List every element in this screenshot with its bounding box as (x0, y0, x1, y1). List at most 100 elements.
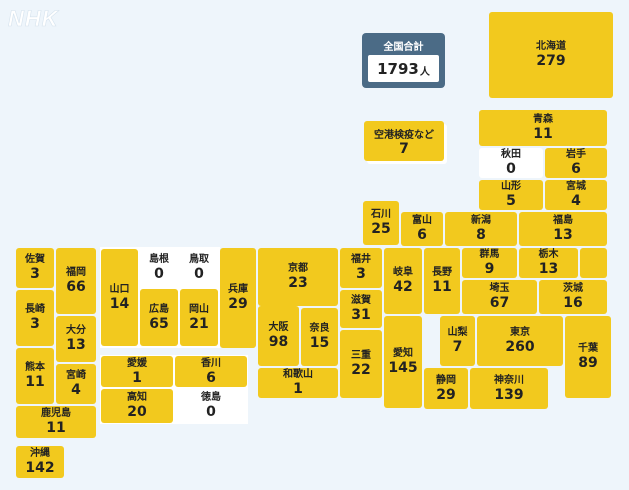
pref-kanagawa[interactable]: 神奈川 139 (470, 368, 548, 409)
pref-shiga[interactable]: 滋賀 31 (340, 290, 382, 328)
pref-count: 1 (293, 381, 303, 397)
pref-name: 山梨 (447, 327, 468, 338)
pref-iwate[interactable]: 岩手 6 (545, 148, 607, 178)
pref-osaka[interactable]: 大阪 98 (258, 306, 299, 366)
pref-name: 茨城 (563, 283, 583, 294)
pref-fukui[interactable]: 福井 3 (340, 248, 382, 288)
pref-tokushima[interactable]: 徳島 0 (175, 389, 247, 423)
pref-count: 31 (351, 307, 371, 323)
pref-niigata[interactable]: 新潟 8 (445, 212, 517, 246)
pref-count: 6 (206, 369, 216, 386)
pref-count: 25 (371, 221, 391, 237)
pref-okayama[interactable]: 岡山 21 (180, 289, 218, 346)
pref-gunma[interactable]: 群馬 9 (462, 248, 517, 278)
pref-oita[interactable]: 大分 13 (56, 316, 96, 362)
pref-count: 145 (388, 360, 418, 376)
pref-name: 福島 (553, 215, 573, 226)
pref-gifu[interactable]: 岐阜 42 (384, 248, 422, 314)
pref-name: 静岡 (436, 374, 456, 386)
pref-kochi[interactable]: 高知 20 (101, 389, 173, 423)
national-total-unit: 人 (419, 67, 430, 78)
pref-name: 山形 (501, 181, 521, 192)
pref-nagano[interactable]: 長野 11 (424, 248, 460, 314)
pref-count: 9 (484, 261, 495, 277)
pref-name: 佐賀 (25, 254, 45, 265)
pref-count: 29 (436, 386, 456, 403)
pref-shizuoka[interactable]: 静岡 29 (424, 368, 468, 409)
pref-ehime[interactable]: 愛媛 1 (101, 356, 173, 387)
pref-yamanashi[interactable]: 山梨 7 (440, 316, 475, 366)
pref-saga[interactable]: 佐賀 3 (16, 248, 54, 288)
pref-name: 沖縄 (30, 448, 50, 459)
pref-ibaraki-upper[interactable] (580, 248, 607, 278)
pref-okinawa[interactable]: 沖縄 142 (16, 446, 64, 478)
pref-akita[interactable]: 秋田 0 (479, 148, 543, 178)
airport-quarantine-box[interactable]: 空港検疫など 7 (364, 121, 444, 161)
pref-toyama[interactable]: 富山 6 (401, 212, 443, 246)
pref-count: 1 (132, 369, 142, 386)
pref-aomori[interactable]: 青森 11 (479, 110, 607, 146)
pref-hiroshima[interactable]: 広島 65 (140, 289, 178, 346)
pref-count: 5 (506, 193, 516, 209)
pref-count: 6 (417, 227, 427, 243)
pref-aichi[interactable]: 愛知 145 (384, 316, 422, 408)
pref-nara[interactable]: 奈良 15 (301, 308, 338, 366)
pref-tokyo[interactable]: 東京 260 (477, 316, 563, 366)
pref-count: 11 (432, 279, 452, 295)
pref-name: 栃木 (538, 249, 559, 260)
nhk-logo-text: NHK (8, 6, 60, 31)
pref-kumamoto[interactable]: 熊本 11 (16, 348, 54, 404)
pref-name: 愛媛 (127, 357, 147, 369)
pref-count: 139 (494, 386, 524, 403)
pref-chiba[interactable]: 千葉 89 (565, 316, 611, 398)
pref-count: 0 (206, 404, 216, 420)
pref-count: 0 (154, 266, 164, 282)
pref-shimane[interactable]: 島根 0 (140, 249, 178, 287)
pref-yamaguchi[interactable]: 山口 14 (101, 249, 138, 346)
pref-count: 98 (268, 334, 289, 350)
pref-hyogo[interactable]: 兵庫 29 (220, 248, 256, 348)
national-total-label: 全国合計 (383, 42, 424, 53)
pref-count: 23 (288, 275, 308, 291)
pref-name: 山口 (109, 283, 130, 295)
pref-name: 北海道 (536, 41, 566, 52)
pref-name: 福井 (351, 254, 371, 265)
pref-mie[interactable]: 三重 22 (340, 330, 382, 398)
pref-wakayama[interactable]: 和歌山 1 (258, 368, 338, 398)
pref-tochigi[interactable]: 栃木 13 (519, 248, 578, 278)
pref-count: 13 (538, 261, 559, 277)
pref-name: 秋田 (501, 149, 521, 160)
pref-count: 16 (563, 295, 583, 311)
pref-miyazaki[interactable]: 宮崎 4 (56, 364, 96, 404)
pref-count: 11 (533, 126, 553, 142)
pref-saitama[interactable]: 埼玉 67 (462, 280, 537, 314)
pref-name: 石川 (371, 209, 391, 220)
pref-fukushima[interactable]: 福島 13 (519, 212, 607, 246)
pref-kyoto[interactable]: 京都 23 (258, 248, 338, 306)
national-total-box: 全国合計 1793 人 (362, 33, 445, 88)
pref-fukuoka[interactable]: 福岡 66 (56, 248, 96, 314)
pref-name: 青森 (533, 114, 553, 125)
pref-kagoshima[interactable]: 鹿児島 11 (16, 406, 96, 438)
pref-name: 広島 (149, 303, 169, 315)
pref-count: 6 (571, 161, 581, 177)
pref-count: 4 (71, 382, 81, 398)
pref-miyagi[interactable]: 宮城 4 (545, 180, 607, 210)
pref-hokkaido[interactable]: 北海道 279 (489, 12, 613, 98)
pref-name: 岐阜 (393, 267, 413, 278)
pref-name: 高知 (127, 392, 147, 403)
pref-tottori[interactable]: 鳥取 0 (180, 249, 218, 287)
pref-nagasaki[interactable]: 長崎 3 (16, 290, 54, 346)
pref-name: 千葉 (578, 343, 598, 354)
pref-ishikawa[interactable]: 石川 25 (363, 201, 399, 245)
airport-quarantine-label: 空港検疫など (374, 129, 434, 141)
pref-name: 大阪 (268, 322, 289, 333)
pref-ibaraki[interactable]: 茨城 16 (539, 280, 607, 314)
pref-count: 260 (505, 339, 535, 355)
pref-count: 7 (452, 339, 463, 355)
pref-name: 新潟 (471, 215, 491, 226)
pref-count: 65 (149, 315, 169, 332)
pref-count: 142 (25, 460, 55, 476)
pref-yamagata[interactable]: 山形 5 (479, 180, 543, 210)
pref-kagawa[interactable]: 香川 6 (175, 356, 247, 387)
